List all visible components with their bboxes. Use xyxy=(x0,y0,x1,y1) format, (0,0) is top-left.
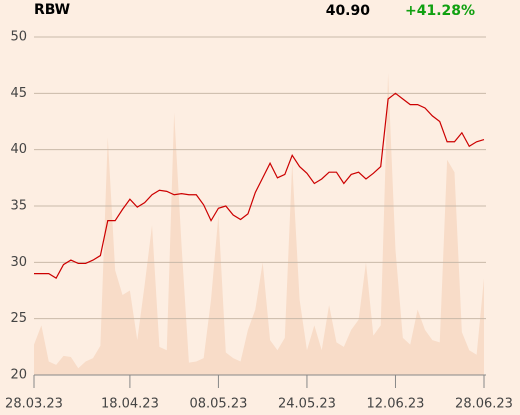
change: +41.28% xyxy=(405,3,475,19)
x-tick-label: 28.03.23 xyxy=(5,397,63,412)
volume-area xyxy=(34,73,484,375)
x-tick-label: 08.05.23 xyxy=(189,397,247,412)
y-tick-label: 40 xyxy=(10,142,27,157)
x-tick-label: 12.06.23 xyxy=(367,397,425,412)
price-line xyxy=(34,92,485,279)
x-tick-label: 18.04.23 xyxy=(101,397,159,412)
price: 40.90 xyxy=(326,3,371,19)
y-tick-label: 20 xyxy=(10,368,27,383)
symbol: RBW xyxy=(34,2,70,18)
x-tick-label: 28.06.23 xyxy=(455,397,513,412)
y-tick-label: 30 xyxy=(10,255,27,270)
y-tick-label: 35 xyxy=(10,199,27,214)
y-tick-label: 45 xyxy=(10,86,27,101)
y-tick-label: 25 xyxy=(10,311,27,326)
x-tick-label: 24.05.23 xyxy=(278,397,336,412)
y-tick-label: 50 xyxy=(10,30,27,45)
